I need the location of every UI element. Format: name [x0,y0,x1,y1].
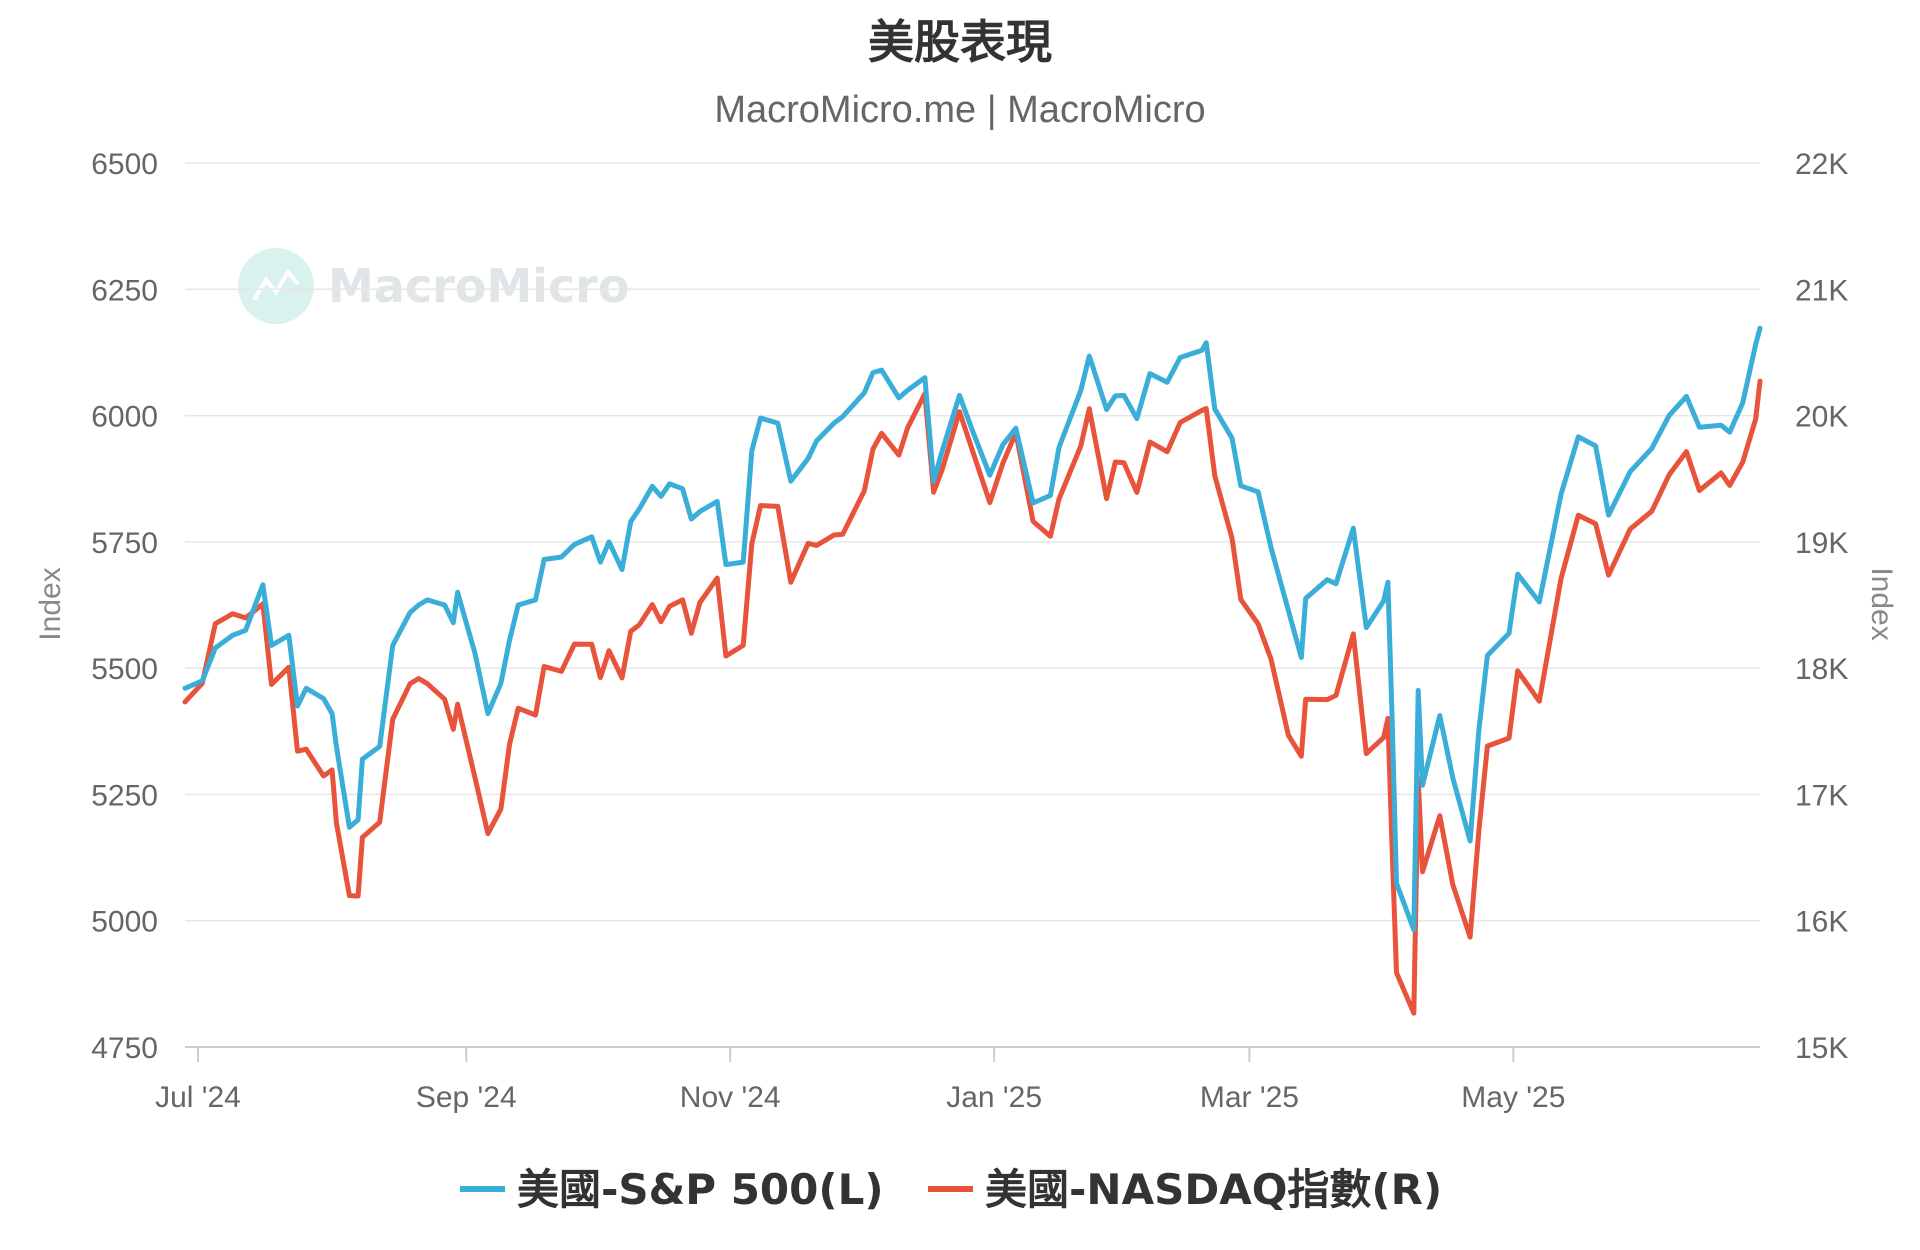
left-tick-label: 5000 [91,906,158,939]
left-tick-label: 6000 [91,401,158,434]
right-tick-label: 18K [1795,653,1848,686]
left-tick-label: 4750 [91,1032,158,1065]
nasdaq-line [182,378,1763,1016]
legend: 美國-S&P 500(L) 美國-NASDAQ指數(R) [460,1165,1442,1214]
right-axis-ticks: 15K 16K 17K 18K 19K 20K 21K 22K [1795,148,1848,1065]
right-tick-label: 20K [1795,401,1848,434]
right-axis-label: Index [1865,567,1898,640]
sp500-line [182,325,1763,933]
legend-label-nasdaq: 美國-NASDAQ指數(R) [985,1165,1442,1214]
watermark-text: MacroMicro [328,259,629,313]
chart-subtitle: MacroMicro.me | MacroMicro [714,89,1205,131]
x-axis-ticks: Jul '24 Sep '24 Nov '24 Jan '25 Mar '25 May '… [155,1047,1565,1114]
legend-item-sp500[interactable]: 美國-S&P 500(L) [460,1165,884,1214]
left-tick-label: 5750 [91,527,158,560]
legend-label-sp500: 美國-S&P 500(L) [517,1165,884,1214]
series-lines [182,325,1763,1016]
left-axis-ticks: 4750 5000 5250 5500 5750 6000 6250 6500 [91,148,158,1065]
watermark-logo: MacroMicro [238,248,629,324]
x-tick-label: Sep '24 [416,1081,517,1114]
x-tick-label: May '25 [1461,1081,1565,1114]
chart-title: 美股表現 [868,15,1052,69]
x-tick-label: Jan '25 [946,1081,1042,1114]
legend-item-nasdaq[interactable]: 美國-NASDAQ指數(R) [928,1165,1442,1214]
right-tick-label: 16K [1795,906,1848,939]
right-tick-label: 22K [1795,148,1848,181]
x-tick-label: Jul '24 [155,1081,241,1114]
left-tick-label: 5250 [91,779,158,812]
right-tick-label: 21K [1795,274,1848,307]
grid-lines [185,162,1760,922]
left-tick-label: 5500 [91,653,158,686]
x-tick-label: Nov '24 [680,1081,781,1114]
right-tick-label: 15K [1795,1032,1848,1065]
left-axis-label: Index [34,567,67,640]
x-tick-label: Mar '25 [1200,1081,1299,1114]
left-tick-label: 6250 [91,274,158,307]
right-tick-label: 17K [1795,779,1848,812]
watermark-icon [238,248,314,324]
watermark-icon-line [252,268,300,302]
right-tick-label: 19K [1795,527,1848,560]
left-tick-label: 6500 [91,148,158,181]
